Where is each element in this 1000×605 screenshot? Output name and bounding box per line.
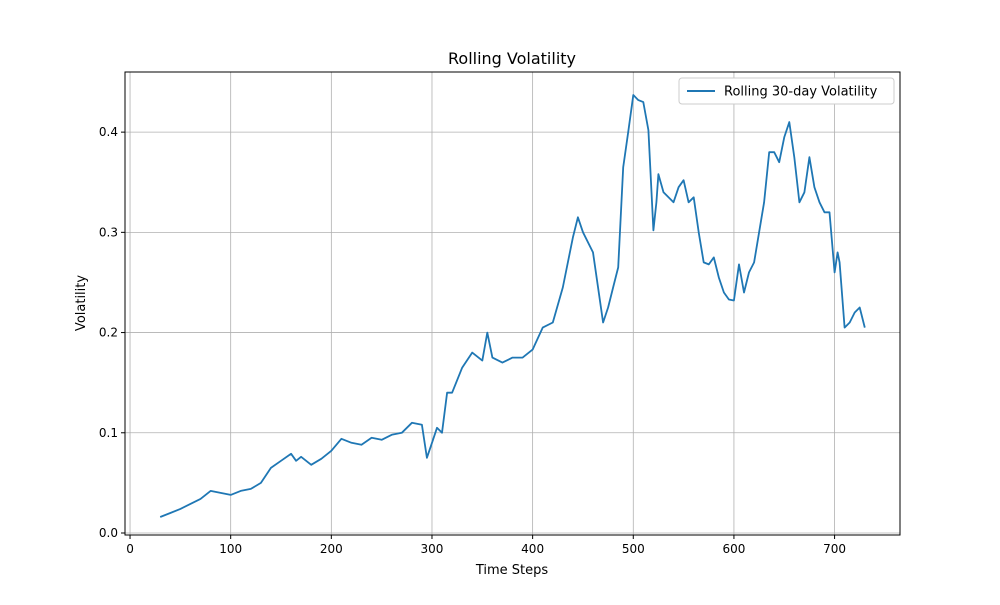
- x-tick-label: 400: [521, 542, 544, 556]
- x-tick-label: 100: [219, 542, 242, 556]
- x-axis-label: Time Steps: [475, 563, 549, 578]
- x-tick-label: 500: [622, 542, 645, 556]
- x-tick-label: 0: [126, 542, 134, 556]
- x-tick-label: 700: [823, 542, 846, 556]
- y-tick-label: 0.4: [99, 125, 118, 139]
- x-tick-label: 300: [421, 542, 444, 556]
- y-tick-label: 0.0: [99, 526, 118, 540]
- axis-ticks: 0 100 200 300 400 500 600 700 0.0 0.1 0.2 0.3 0.4: [99, 125, 846, 556]
- legend-label: Rolling 30-day Volatility: [724, 85, 878, 100]
- y-tick-label: 0.3: [99, 225, 118, 239]
- plot-frame: [124, 71, 901, 536]
- y-tick-label: 0.2: [99, 326, 118, 340]
- series-line: [159, 94, 866, 518]
- chart-title: Rolling Volatility: [448, 49, 576, 68]
- grid-lines: [125, 72, 900, 535]
- x-tick-label: 200: [320, 542, 343, 556]
- y-axis-label: Volatility: [74, 275, 89, 331]
- series-layer: [159, 94, 866, 518]
- legend: Rolling 30-day Volatility: [678, 77, 895, 105]
- legend-box: [678, 77, 895, 105]
- x-tick-label: 600: [722, 542, 745, 556]
- y-tick-label: 0.1: [99, 426, 118, 440]
